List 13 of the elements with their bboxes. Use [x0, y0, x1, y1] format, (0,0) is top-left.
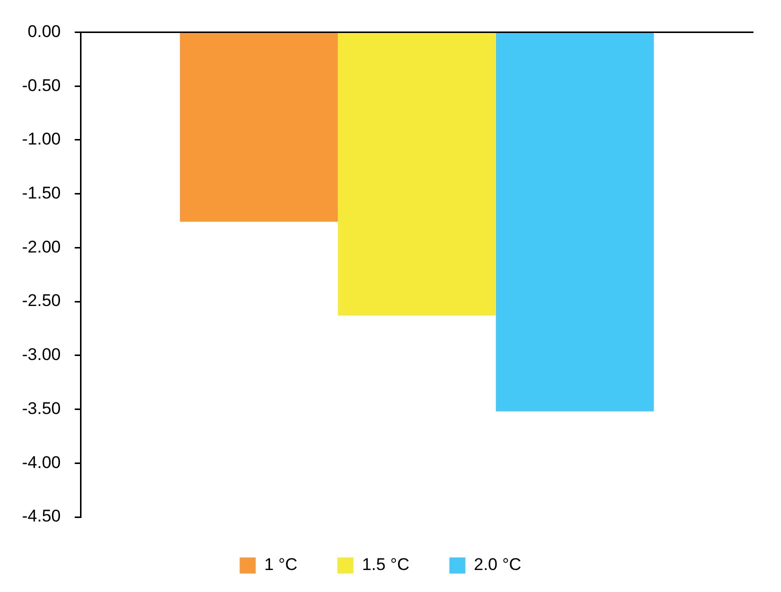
y-tick-label: 0.00: [28, 22, 61, 41]
y-tick-label: -3.50: [22, 398, 61, 418]
legend-label: 2.0 °C: [474, 555, 522, 574]
y-tick-label: -4.50: [22, 506, 61, 526]
y-tick-label: -0.50: [22, 76, 61, 95]
y-tick-label: -2.50: [22, 291, 61, 310]
y-tick-label: -1.50: [22, 183, 61, 202]
y-tick-label: -1.00: [22, 130, 61, 149]
legend-label: 1.5 °C: [362, 555, 410, 574]
legend-label: 1 °C: [264, 555, 298, 574]
y-tick-label: -4.00: [22, 452, 61, 472]
y-tick-label: -2.00: [22, 237, 61, 256]
y-tick-label: -3.00: [22, 345, 61, 364]
